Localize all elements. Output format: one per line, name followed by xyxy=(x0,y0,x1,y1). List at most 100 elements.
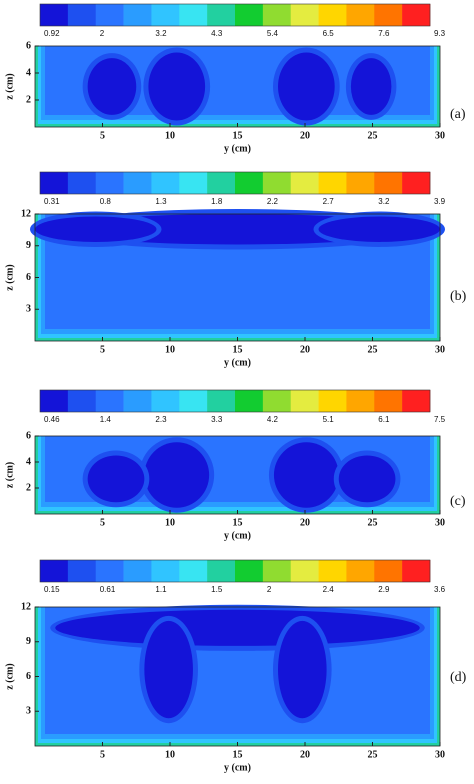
x-tick-label: 10 xyxy=(165,749,175,760)
colorbar-label: 7.5 xyxy=(434,415,446,424)
colorbar-swatch xyxy=(179,4,208,26)
colorbar-label: 0.46 xyxy=(44,415,60,424)
colorbar-swatch xyxy=(346,4,375,26)
colorbar-label: 0.8 xyxy=(100,197,112,206)
y-tick-label: 12 xyxy=(21,601,31,612)
colorbar-swatch xyxy=(40,172,69,194)
x-tick-label: 15 xyxy=(233,344,243,355)
colorbar-label: 4.3 xyxy=(211,29,223,38)
colorbar-swatch xyxy=(207,390,236,412)
y-axis-label: z (cm) xyxy=(4,663,15,689)
y-tick-label: 9 xyxy=(26,240,31,251)
y-tick-label: 6 xyxy=(26,671,31,682)
y-tick-label: 2 xyxy=(26,94,31,105)
colorbar-swatch xyxy=(95,560,124,582)
x-tick-label: 5 xyxy=(100,517,105,528)
x-tick-label: 5 xyxy=(100,749,105,760)
colorbar-swatch xyxy=(123,4,152,26)
y-tick-label: 6 xyxy=(26,430,31,441)
y-tick-label: 3 xyxy=(26,706,31,717)
x-tick-label: 5 xyxy=(100,344,105,355)
colorbar-swatch xyxy=(179,172,208,194)
colorbar-label: 2 xyxy=(100,29,105,38)
colorbar-swatch xyxy=(402,390,431,412)
x-tick-label: 30 xyxy=(435,344,445,355)
colorbar-label: 1.5 xyxy=(211,585,223,594)
colorbar-label: 4.2 xyxy=(267,415,279,424)
colorbar-label: 6.1 xyxy=(378,415,390,424)
x-tick-label: 5 xyxy=(100,130,105,141)
x-tick-label: 20 xyxy=(300,517,310,528)
y-tick-label: 12 xyxy=(21,208,31,219)
colorbar-swatch xyxy=(346,560,375,582)
field-region xyxy=(338,455,396,503)
colorbar-label: 3.6 xyxy=(434,585,446,594)
panel-label: (d) xyxy=(450,670,467,685)
field-region xyxy=(148,52,206,121)
colorbar-swatch xyxy=(374,4,403,26)
x-tick-label: 15 xyxy=(233,749,243,760)
field-region xyxy=(144,442,210,508)
colorbar-swatch xyxy=(402,560,431,582)
colorbar-swatch xyxy=(67,390,97,412)
colorbar-label: 6.5 xyxy=(323,29,335,38)
field-region xyxy=(350,58,392,115)
field-region xyxy=(87,455,145,503)
colorbar-swatch xyxy=(207,560,236,582)
x-tick-label: 25 xyxy=(368,130,378,141)
colorbar-label: 2.4 xyxy=(323,585,335,594)
field-region xyxy=(55,609,420,646)
colorbar-label: 2 xyxy=(267,585,272,594)
colorbar-label: 2.3 xyxy=(155,415,167,424)
y-tick-label: 6 xyxy=(26,40,31,51)
colorbar-swatch xyxy=(151,560,180,582)
colorbar-label: 7.6 xyxy=(378,29,390,38)
colorbar-label: 5.1 xyxy=(323,415,335,424)
colorbar-frame xyxy=(39,389,431,413)
field-region xyxy=(318,216,440,242)
colorbar-swatch xyxy=(262,560,292,582)
colorbar-swatch xyxy=(95,4,124,26)
colorbar-label: 0.15 xyxy=(44,585,60,594)
colorbar-swatch xyxy=(318,4,347,26)
colorbar-label: 0.92 xyxy=(44,29,60,38)
colorbar-label: 9.3 xyxy=(434,29,446,38)
colorbar-swatch xyxy=(67,4,97,26)
colorbar-swatch xyxy=(67,560,97,582)
colorbar-frame xyxy=(39,171,431,195)
colorbar-label: 1.1 xyxy=(155,585,167,594)
colorbar-swatch xyxy=(290,4,319,26)
x-tick-label: 25 xyxy=(368,344,378,355)
x-tick-label: 30 xyxy=(435,130,445,141)
colorbar-swatch xyxy=(123,390,152,412)
colorbar-swatch xyxy=(151,4,180,26)
x-axis-label: y (cm) xyxy=(224,143,251,154)
x-axis-label: y (cm) xyxy=(224,530,251,541)
colorbar-swatch xyxy=(67,172,97,194)
colorbar-swatch xyxy=(262,4,292,26)
y-axis-label: z (cm) xyxy=(4,264,15,290)
colorbar-swatch xyxy=(262,172,292,194)
x-axis-label: y (cm) xyxy=(224,357,251,368)
x-tick-label: 30 xyxy=(435,749,445,760)
colorbar-swatch xyxy=(40,560,69,582)
colorbar-label: 2.9 xyxy=(378,585,390,594)
colorbar-swatch xyxy=(123,560,152,582)
colorbar-swatch xyxy=(374,560,403,582)
panel-label: (a) xyxy=(450,107,466,122)
x-tick-label: 25 xyxy=(368,517,378,528)
colorbar-label: 0.61 xyxy=(100,585,116,594)
y-tick-label: 6 xyxy=(26,272,31,283)
colorbar-swatch xyxy=(179,390,208,412)
colorbar-label: 3.3 xyxy=(211,415,223,424)
colorbar-swatch xyxy=(151,172,180,194)
panel-label: (b) xyxy=(450,289,467,304)
colorbar-swatch xyxy=(151,390,180,412)
colorbar-label: 3.2 xyxy=(155,29,167,38)
field-region xyxy=(273,442,339,508)
colorbar-swatch xyxy=(262,390,292,412)
x-tick-label: 15 xyxy=(233,517,243,528)
colorbar-label: 0.31 xyxy=(44,197,60,206)
